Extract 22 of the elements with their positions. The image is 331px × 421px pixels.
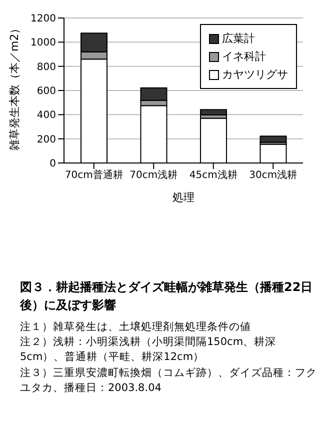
x-axis-title: 処理: [172, 191, 194, 204]
legend-label: 広葉計: [221, 31, 256, 46]
y-tick-label: 600: [36, 86, 56, 98]
bar: [200, 109, 227, 116]
x-tick-label: 70cm浅耕: [130, 169, 178, 182]
y-tick-label: 800: [36, 62, 56, 73]
legend-label: イネ科計: [221, 49, 267, 64]
bar: [260, 136, 287, 143]
y-tick-label: 400: [36, 110, 56, 122]
text: 注２）浅耕：小明渠浅耕（小明渠間隔150cm、耕深5cm）、普通耕（平畦、耕深12cm）: [20, 335, 278, 366]
legend-label: カヤツリグサ: [221, 67, 288, 82]
x-tick-label: 70cm普通耕: [64, 169, 123, 182]
x-tick-label: 30cm浅耕: [249, 169, 298, 182]
y-tick-label: 200: [36, 134, 56, 146]
text: 注３）三重県安濃町転換畑（コムギ跡）、ダイズ品種：フクユタカ、播種日：2003.8.04: [20, 366, 317, 396]
x-tick-label: 45cm浅耕: [189, 169, 238, 182]
y-tick-label: 0: [50, 158, 56, 170]
y-tick-label: 1000: [30, 38, 56, 49]
text: 図３．耕起播種法とダイズ畦幅が雑草発生（播種22日後）に及ぼす影響: [20, 279, 314, 314]
y-tick-label: 1200: [30, 14, 56, 25]
text: 注１）雑草発生は、土壌処理剤無処理条件の値: [20, 320, 252, 335]
y-axis-title: 雑草発生本数（本／m2）: [8, 22, 21, 150]
